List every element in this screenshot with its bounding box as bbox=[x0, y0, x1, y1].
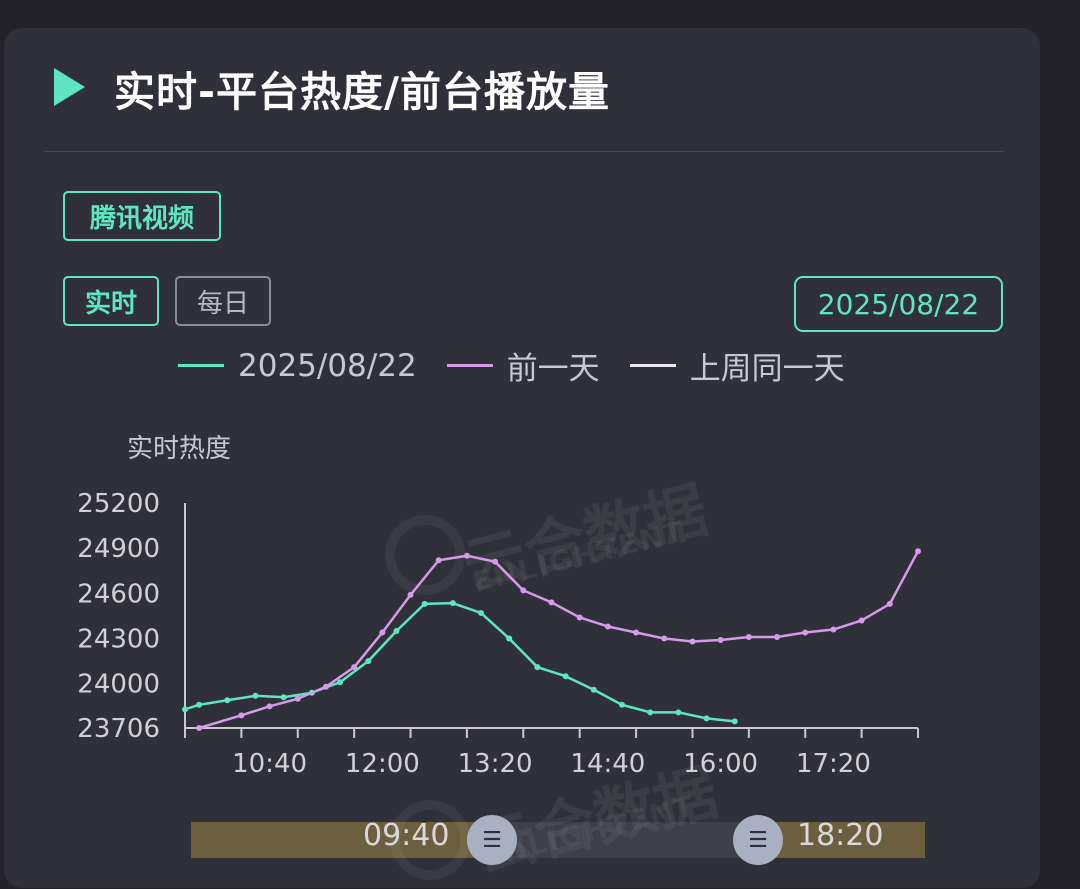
data-point bbox=[915, 548, 921, 555]
series-line-0 bbox=[184, 601, 735, 723]
data-point bbox=[590, 686, 597, 693]
legend-label-prev-day: 前一天 bbox=[506, 351, 600, 387]
x-tick-label: 12:00 bbox=[345, 749, 420, 779]
data-point bbox=[435, 557, 442, 564]
data-point bbox=[196, 725, 203, 731]
chart-card bbox=[4, 28, 1040, 888]
y-tick-label: 24900 bbox=[77, 534, 160, 564]
data-point bbox=[238, 712, 245, 719]
drag-handle-icon: ☰ bbox=[748, 827, 768, 853]
watermark-logo-icon bbox=[385, 515, 465, 595]
y-tick-label: 25200 bbox=[77, 489, 160, 519]
legend-item-current[interactable]: 2025/08/22 bbox=[178, 348, 417, 384]
data-point bbox=[618, 701, 625, 708]
legend-swatch-current bbox=[178, 364, 224, 367]
legend-swatch-prev-day bbox=[446, 364, 493, 367]
data-point bbox=[675, 709, 682, 716]
x-tick-label: 10:40 bbox=[232, 749, 307, 779]
data-point bbox=[576, 614, 583, 621]
data-point bbox=[858, 617, 865, 624]
chart-legend: 2025/08/22 前一天 上周同一天 bbox=[178, 343, 875, 388]
tab-realtime[interactable]: 实时 bbox=[63, 276, 159, 326]
data-point bbox=[604, 623, 611, 630]
data-point bbox=[351, 664, 358, 671]
data-point bbox=[562, 673, 569, 680]
y-tick-label: 23706 bbox=[77, 714, 160, 744]
drag-handle-icon: ☰ bbox=[482, 827, 502, 853]
y-tick-label: 24300 bbox=[77, 625, 160, 655]
data-point bbox=[280, 694, 287, 701]
y-tick-label: 24600 bbox=[77, 579, 160, 609]
y-tick-label: 24000 bbox=[77, 670, 160, 700]
series-line-1 bbox=[198, 550, 920, 730]
data-point bbox=[661, 635, 668, 642]
data-point bbox=[731, 718, 738, 725]
data-point bbox=[449, 600, 456, 607]
legend-item-prev-day[interactable]: 前一天 bbox=[446, 343, 600, 388]
page-title: 实时-平台热度/前台播放量 bbox=[114, 68, 610, 116]
slider-start-label: 09:40 bbox=[363, 818, 450, 853]
data-point bbox=[224, 697, 231, 704]
tab-daily[interactable]: 每日 bbox=[175, 276, 271, 326]
legend-item-last-week[interactable]: 上周同一天 bbox=[629, 343, 845, 388]
data-point bbox=[478, 609, 485, 616]
data-point bbox=[745, 634, 752, 641]
platform-button[interactable]: 腾讯视频 bbox=[63, 191, 221, 241]
data-point bbox=[463, 552, 470, 559]
data-point bbox=[886, 600, 893, 607]
data-point bbox=[407, 591, 414, 598]
legend-label-last-week: 上周同一天 bbox=[689, 351, 845, 387]
data-point bbox=[252, 692, 259, 699]
data-point bbox=[182, 706, 188, 713]
data-point bbox=[548, 599, 555, 606]
data-point bbox=[633, 629, 640, 636]
legend-label-current: 2025/08/22 bbox=[238, 347, 417, 384]
x-tick-label: 13:20 bbox=[458, 749, 533, 779]
divider bbox=[44, 151, 1004, 152]
data-point bbox=[492, 558, 499, 565]
play-icon bbox=[54, 68, 85, 106]
data-point bbox=[534, 664, 541, 671]
x-tick-label: 14:40 bbox=[570, 749, 645, 779]
time-range-slider[interactable] bbox=[191, 822, 925, 858]
y-axis-label: 实时热度 bbox=[127, 434, 232, 464]
data-point bbox=[717, 637, 724, 644]
data-point bbox=[266, 703, 273, 710]
data-point bbox=[337, 679, 344, 686]
data-point bbox=[379, 629, 386, 636]
data-point bbox=[830, 626, 837, 633]
slider-handle-left[interactable]: ☰ bbox=[467, 815, 517, 865]
slider-selected-range[interactable] bbox=[492, 822, 761, 858]
data-point bbox=[802, 629, 809, 636]
data-point bbox=[647, 709, 654, 716]
date-picker-button[interactable]: 2025/08/22 bbox=[794, 276, 1003, 332]
data-point bbox=[322, 683, 329, 690]
data-point bbox=[294, 695, 301, 702]
data-point bbox=[703, 715, 710, 722]
data-point bbox=[421, 600, 428, 607]
slider-handle-right[interactable]: ☰ bbox=[733, 815, 783, 865]
data-point bbox=[196, 701, 203, 708]
data-point bbox=[774, 634, 781, 641]
data-point bbox=[506, 635, 513, 642]
x-tick-label: 16:00 bbox=[683, 749, 758, 779]
data-point bbox=[520, 587, 527, 594]
data-point bbox=[689, 638, 696, 645]
data-point bbox=[393, 628, 400, 635]
legend-swatch-last-week bbox=[629, 364, 676, 367]
data-point bbox=[365, 658, 372, 665]
slider-end-label: 18:20 bbox=[797, 818, 884, 853]
x-tick-label: 17:20 bbox=[796, 749, 871, 779]
